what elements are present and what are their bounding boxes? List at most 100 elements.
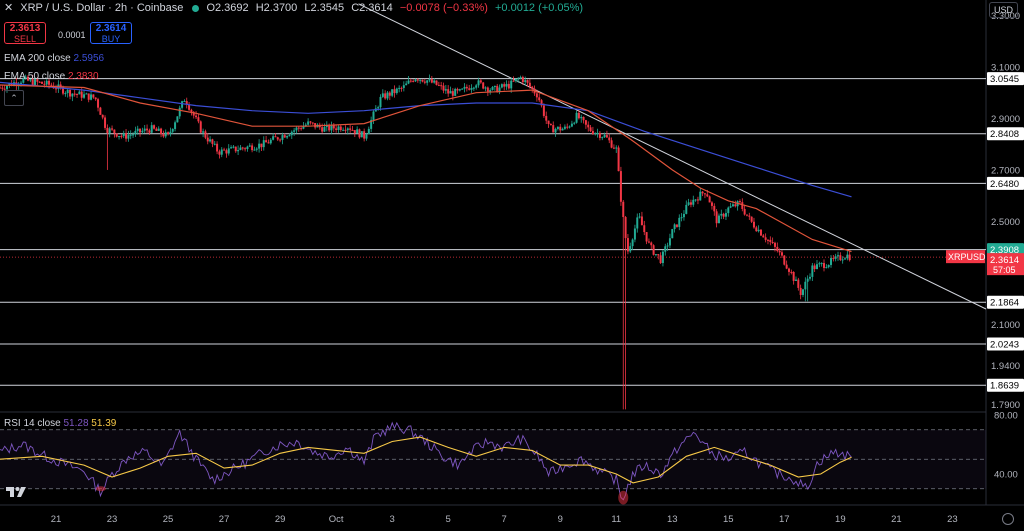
candle-body (419, 79, 422, 81)
candle-body (190, 109, 193, 113)
candle-body (612, 147, 615, 149)
level-tag-label: 2.3908 (990, 245, 1019, 256)
symbol-tag-label: XRPUSD (948, 252, 986, 262)
rsi-ma-line (0, 436, 852, 484)
candle-body (342, 129, 345, 131)
candle-body (276, 137, 279, 140)
candle-body (545, 115, 548, 121)
candle-body (720, 213, 723, 216)
candle-body (694, 199, 697, 201)
candle-body (531, 86, 534, 89)
candle-body (113, 129, 116, 134)
candle-body (654, 254, 657, 256)
ema50-legend[interactable]: EMA 50 close 2.3830 (4, 71, 99, 82)
candle-body (395, 88, 398, 94)
candle-body (598, 132, 601, 138)
candle-body (59, 84, 62, 88)
candle-body (790, 271, 793, 273)
candle-body (377, 107, 380, 109)
candle-body (682, 213, 685, 218)
candle-body (820, 263, 823, 265)
candle-body (608, 137, 611, 141)
candle-body (118, 136, 121, 138)
candle-body (503, 84, 506, 87)
candle-body (267, 142, 270, 144)
candle-body (202, 131, 205, 133)
symbol-title[interactable]: XRP / U.S. Dollar · 2h · Coinbase (20, 2, 184, 14)
sell-price: 2.3613 (9, 23, 41, 34)
candle-body (692, 199, 695, 205)
candle-body (279, 139, 282, 141)
rsi-legend[interactable]: RSI 14 close 51.28 51.39 (4, 418, 116, 429)
candle-body (808, 276, 811, 279)
candle-body (248, 145, 251, 147)
candle-body (680, 217, 683, 219)
candle-body (477, 80, 480, 86)
candle-body (769, 239, 772, 243)
gear-icon[interactable] (1002, 513, 1014, 525)
candle-body (80, 91, 83, 98)
candle-body (675, 224, 678, 227)
candle-body (27, 76, 30, 81)
candle-body (71, 93, 74, 97)
candle-body (841, 259, 844, 261)
candle-body (141, 130, 144, 133)
candle-body (465, 86, 468, 89)
candle-body (55, 88, 58, 90)
candle-body (314, 123, 317, 128)
candle-body (804, 281, 807, 290)
ema200-legend[interactable]: EMA 200 close 2.5956 (4, 53, 104, 64)
sell-button[interactable]: 2.3613 SELL (4, 22, 46, 44)
candle-body (169, 131, 172, 134)
candle-body (337, 126, 340, 131)
chevron-up-icon[interactable]: ⌃ (4, 90, 24, 106)
candle-body (451, 91, 454, 96)
candle-body (405, 83, 408, 86)
candle-body (1, 87, 4, 89)
candle-body (391, 89, 394, 96)
candle-body (330, 124, 333, 131)
candle-body (195, 115, 198, 118)
candle-body (85, 93, 88, 95)
price-tick-label: 1.7900 (991, 400, 1020, 411)
candle-body (297, 127, 300, 129)
candle-body (706, 194, 709, 197)
candle-body (643, 225, 646, 233)
candle-body (414, 79, 417, 82)
candle-body (311, 122, 314, 124)
level-tag-label: 3.0545 (990, 74, 1019, 85)
collapse-x-icon[interactable]: ✕ (4, 2, 14, 14)
ohlc-open: O2.3692 (206, 2, 249, 14)
candle-body (827, 264, 830, 268)
candle-body (6, 85, 9, 90)
candle-body (745, 214, 748, 216)
candle-body (176, 116, 179, 123)
candle-body (538, 97, 541, 101)
candle-body (741, 202, 744, 209)
buy-button[interactable]: 2.3614 BUY (90, 22, 132, 44)
candle-body (246, 146, 249, 150)
candle-body (48, 80, 51, 85)
candle-body (601, 137, 604, 139)
candle-body (633, 228, 636, 240)
price-tick-label: 1.9400 (991, 361, 1020, 372)
candle-body (664, 246, 667, 252)
candle-body (484, 87, 487, 89)
candle-body (295, 127, 298, 131)
candle-body (514, 78, 517, 82)
price-tick-label: 2.7000 (991, 165, 1020, 176)
candle-body (309, 121, 312, 123)
candle-body (92, 94, 95, 98)
candle-body (120, 136, 123, 138)
currency-button[interactable]: USD (988, 2, 1018, 18)
candle-body (62, 87, 65, 94)
candle-body (66, 89, 69, 94)
candle-body (615, 147, 618, 149)
candle-body (398, 87, 401, 89)
candle-body (776, 246, 779, 251)
candle-body (349, 128, 352, 130)
trendline (358, 3, 987, 310)
candle-body (437, 84, 440, 86)
candle-body (496, 85, 499, 93)
